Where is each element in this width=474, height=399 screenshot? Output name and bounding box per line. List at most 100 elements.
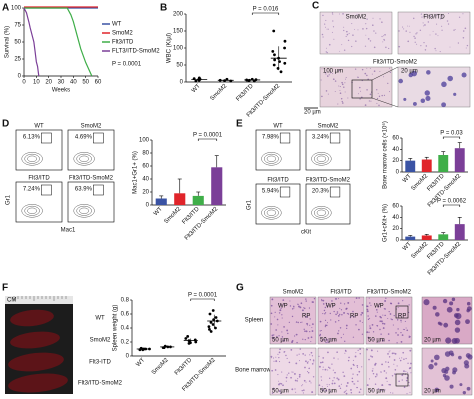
cell	[409, 31, 411, 33]
cell	[462, 391, 466, 395]
cell	[375, 315, 377, 317]
cell	[376, 373, 378, 375]
cell	[421, 16, 423, 18]
flow-plot	[67, 181, 115, 223]
cell	[457, 42, 460, 44]
cell	[413, 17, 415, 20]
cell	[408, 381, 410, 384]
legend-label: SmoM2	[112, 31, 133, 37]
gate-percent: 20.3%	[312, 189, 330, 195]
cell	[365, 34, 367, 36]
cell	[370, 304, 372, 306]
cell	[381, 322, 384, 325]
gate-percent: 7.24%	[23, 187, 41, 193]
y-tick-label: 200	[173, 12, 184, 18]
cell	[349, 317, 351, 319]
cell	[347, 97, 349, 99]
flow-plot	[15, 181, 63, 223]
gate	[93, 132, 104, 144]
cell	[424, 49, 427, 51]
cell	[388, 366, 390, 368]
cell	[291, 388, 294, 391]
data-point	[194, 79, 198, 83]
cell	[325, 73, 327, 75]
cell	[299, 348, 301, 350]
spleen	[10, 331, 60, 349]
cell	[345, 350, 347, 352]
cell	[441, 102, 447, 108]
cell	[300, 302, 303, 305]
cell	[359, 86, 361, 89]
cell	[332, 369, 334, 371]
cell	[354, 29, 355, 31]
gate-percent: 7.98%	[262, 135, 280, 141]
cell	[297, 321, 299, 324]
y-tick-label: 60	[392, 204, 399, 210]
contour	[24, 205, 40, 216]
cell	[400, 321, 402, 323]
ruler-label: CM	[7, 298, 16, 304]
cell	[327, 28, 329, 30]
cell	[368, 358, 370, 361]
cell	[403, 28, 405, 30]
cell	[272, 387, 275, 390]
cell	[321, 68, 323, 70]
cell	[282, 299, 285, 301]
cell	[325, 312, 327, 314]
cell	[388, 91, 391, 93]
cell	[444, 369, 449, 374]
cell	[345, 327, 348, 330]
cell	[330, 319, 332, 321]
cell	[423, 15, 425, 17]
cell	[343, 49, 346, 51]
data-point	[209, 321, 213, 324]
cell	[446, 20, 449, 22]
cell	[397, 302, 400, 305]
cell	[447, 23, 450, 25]
cell	[389, 383, 392, 386]
cell	[333, 357, 335, 359]
cell	[331, 31, 333, 33]
cell	[369, 40, 372, 42]
cell	[403, 329, 406, 331]
y-tick-label: 0	[180, 80, 184, 86]
cell	[407, 25, 408, 27]
cell	[371, 73, 373, 75]
cell	[288, 372, 290, 374]
sample-label: Flt3-ITD	[89, 360, 111, 366]
cell	[290, 348, 293, 351]
cell	[336, 377, 338, 379]
cell	[389, 71, 392, 73]
cell	[449, 301, 454, 306]
cell	[364, 45, 367, 47]
cell	[398, 315, 400, 317]
column-title: Flt3/ITD	[330, 290, 352, 296]
cell	[398, 78, 404, 84]
cell	[294, 379, 297, 382]
cell	[372, 372, 375, 375]
cell	[385, 377, 387, 379]
annotation: P = 0.0062	[437, 199, 467, 205]
flow-plot	[255, 183, 301, 225]
bar	[405, 160, 416, 172]
cell	[338, 69, 341, 71]
cell	[341, 83, 344, 86]
cell	[396, 365, 398, 367]
cell	[409, 349, 412, 352]
cell	[390, 392, 392, 394]
y-tick-label: 100	[139, 138, 150, 144]
cell	[408, 72, 413, 78]
cell	[328, 43, 331, 46]
cell	[447, 75, 453, 82]
cell	[360, 313, 362, 316]
cell	[398, 380, 400, 383]
cell	[369, 302, 371, 304]
cell	[354, 301, 355, 303]
cell	[319, 320, 322, 323]
cell	[409, 391, 411, 393]
cell	[454, 29, 456, 30]
cell	[321, 340, 323, 342]
cell	[408, 311, 410, 314]
cell	[373, 30, 375, 32]
cell	[340, 302, 342, 304]
